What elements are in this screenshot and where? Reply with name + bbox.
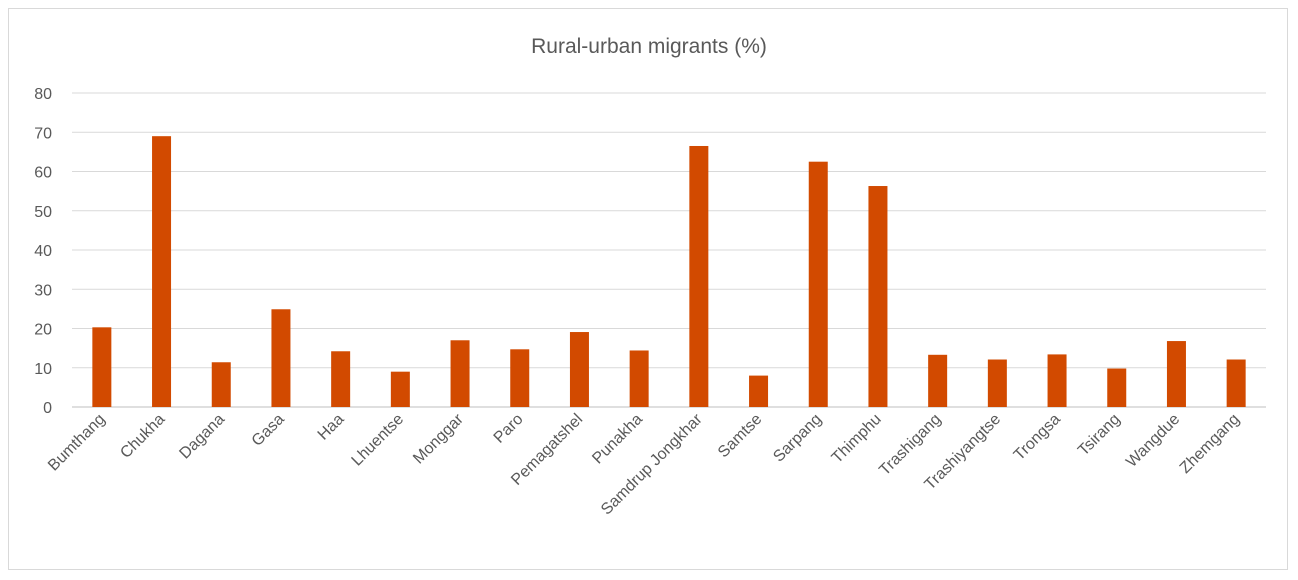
gridlines [72,92,1266,408]
x-tick-label: Thimphu [829,411,885,467]
x-tick-label: Dagana [176,411,228,463]
chart-title: Rural-urban migrants (%) [531,35,767,58]
y-tick-label: 10 [34,361,52,378]
bar [510,349,530,407]
y-tick-label: 40 [34,243,52,260]
x-tick-label: Wangdue [1123,411,1183,471]
x-tick-label: Trongsa [1011,411,1064,464]
x-tick-label: Sarpang [770,411,825,466]
x-tick-label: Chukha [117,411,168,462]
x-tick-label: Zhemgang [1177,411,1243,477]
bar [331,351,351,407]
bar [629,350,649,407]
x-tick-label: Punakha [589,411,646,468]
bar [1166,341,1186,407]
bar [271,309,291,407]
bar [152,136,172,408]
x-tick-label: Lhuentse [349,411,408,470]
x-tick-label: Paro [491,411,527,447]
y-tick-label: 30 [34,282,52,299]
x-tick-label: Gasa [249,411,288,450]
y-tick-label: 80 [34,86,52,103]
bar [689,145,709,408]
bar [569,332,589,407]
y-axis-ticks: 0 10 20 30 40 50 60 70 80 [34,86,52,417]
bar [987,359,1007,407]
bar [1047,354,1067,407]
bar [1226,359,1246,407]
bar [928,354,948,407]
bar [868,186,888,407]
bar [390,371,410,407]
x-tick-label: Monggar [410,410,467,467]
y-tick-label: 50 [34,204,52,221]
x-tick-label: Samtse [715,411,765,461]
x-tick-label: Bumthang [45,411,109,475]
y-tick-label: 20 [34,322,52,339]
bar [1107,368,1127,407]
bar [808,161,828,407]
y-tick-label: 60 [34,165,52,182]
y-tick-label: 70 [34,125,52,142]
x-axis-ticks: Bumthang Chukha Dagana Gasa Haa Lhuentse Mongg… [45,410,1243,518]
bar [450,340,470,407]
bar [211,362,231,407]
bar [92,327,112,407]
x-tick-label: Tsirang [1075,411,1123,459]
x-tick-label: Haa [315,411,348,444]
bars [92,136,1246,408]
y-tick-label: 0 [43,400,52,417]
x-tick-label: Samdrup Jongkhar [598,410,706,518]
bar [749,375,769,407]
